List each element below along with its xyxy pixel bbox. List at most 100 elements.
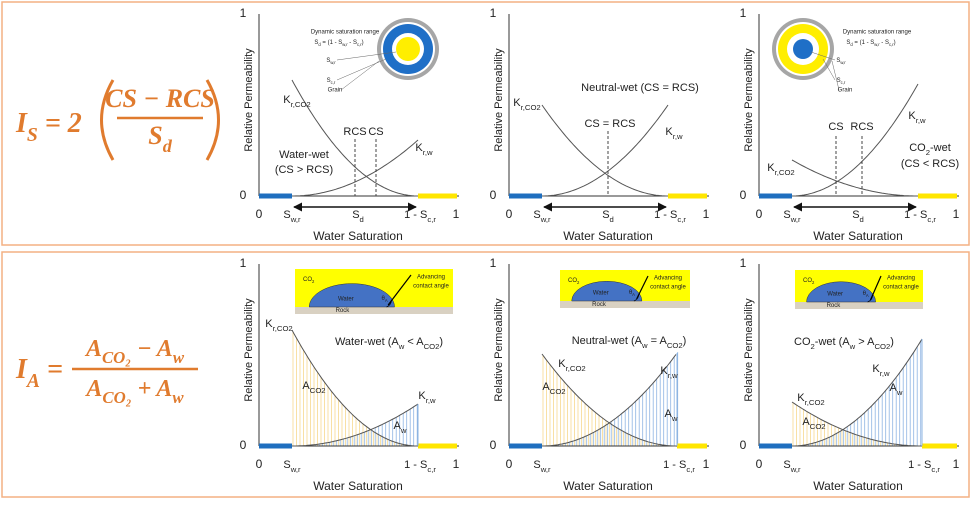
formula-numerator: CS − RCS [105,84,215,113]
residual-co2-bar [668,193,707,199]
text-run: CO [803,278,812,284]
subscript: CO2 [424,342,440,351]
panel-label: Water-wet [279,149,329,161]
text-run: S [326,58,330,64]
text-run: S [783,209,790,221]
subscript: CO₂ [102,348,131,367]
panel-label: Neutral-wet (Aw = ACO2) [572,335,687,350]
kr-co2-curve [291,329,418,447]
subscript: w,r [874,42,880,47]
subscript: w,r [330,60,336,65]
subscript: A [385,298,388,303]
subscript: c,r [841,80,846,85]
angle-arc [867,294,873,303]
water-droplet [571,281,643,302]
rock [560,301,690,308]
subscript: CO2 [810,422,826,431]
x-min-label: 0 [756,207,763,221]
kr-co2-curve [791,159,918,197]
x-max-label: 1 [703,457,710,471]
text-run: S [783,459,790,471]
subscript: w [400,426,407,435]
panel-label: (CS > RCS) [275,164,333,176]
panel-label: Aw [890,382,903,397]
residual-water-bar [509,193,542,199]
panel-label: CO2-wet [909,142,951,157]
text-run: K [265,318,273,330]
y-min-label: 0 [240,438,247,452]
subscript: d [360,215,364,224]
y-max-label: 1 [740,256,747,270]
x-max-label: 1 [453,457,460,471]
text-run: 1 - S [904,209,927,221]
text-run: A [84,336,102,362]
inset-label: Advancing [887,276,915,282]
text-run: A [665,408,673,420]
top-frame [1,1,970,246]
subscript: S [27,125,38,146]
contact-angle-tangent [387,274,412,306]
subscript: r,w [916,116,926,125]
text-run: < A [404,336,424,348]
inset-label: Rock [336,308,351,314]
panel-label: Kr,w [415,142,433,157]
subscript: w [641,341,648,350]
x-axis-title: Water Saturation [313,229,403,243]
text-run: = A [648,335,668,347]
subscript: c,r [357,42,362,47]
text-run: A [890,382,898,394]
text-run: I [15,354,28,385]
water-droplet [806,281,876,303]
inset-label: Rock [592,302,607,308]
x-min-label: 0 [756,457,763,471]
panel-label: CO2-wet (Aw > ACO2) [794,336,894,351]
x-axis-title: Water Saturation [813,479,903,493]
y-max-label: 1 [740,6,747,20]
panel-label: Kr,w [872,363,890,378]
panel-label: ACO2 [802,416,825,431]
text-run: Neutral-wet (A [572,335,643,347]
inset-label: Grain [838,88,853,94]
angle-arc [633,293,640,302]
text-run: 1 - S [663,459,686,471]
text-run: CO [794,336,811,348]
text-run: K [415,142,423,154]
panel-label: Aw [394,420,407,435]
subscript: 2 [312,279,315,284]
inset-label: Rock [827,303,842,309]
text-run: S [327,78,331,84]
subscript: w,r [790,215,801,224]
text-run: I [15,108,28,139]
text-run: Water-wet (A [335,336,399,348]
inset-label: Sd = (1 - Sw,r - Sc,r) [314,40,363,47]
y-min-label: 0 [240,188,247,202]
panel-label: Neutral-wet (CS = RCS) [581,82,699,94]
residual-co2-bar [418,443,457,449]
panel-label: Kr,w [418,390,436,405]
swr-label: Sw,r [533,209,551,224]
swr-label: Sw,r [283,209,301,224]
y-axis-title: Relative Permeability [743,48,755,152]
panel-label: CS [368,126,383,138]
text-run: K [558,358,566,370]
subscript: CO2 [310,386,326,395]
y-max-label: 1 [240,6,247,20]
text-run: 1 - S [404,459,427,471]
scr-label: 1 - Sc,r [404,209,436,224]
text-run: S [352,209,359,221]
subscript: r,w [668,371,678,380]
paren-right [205,79,220,161]
inset-label: contact angle [413,284,449,290]
swr-label: Sw,r [283,459,301,474]
subscript: c,r [889,42,894,47]
kr-w-curve [792,83,919,197]
panel-label: Kr,CO2 [767,162,794,177]
sd-label: Sd [352,209,364,224]
y-max-label: 1 [240,256,247,270]
text-run: ) [890,336,894,348]
inset-label: Dynamic saturation range [311,30,380,36]
subscript: c,r [427,215,436,224]
text-run: > A [855,336,875,348]
